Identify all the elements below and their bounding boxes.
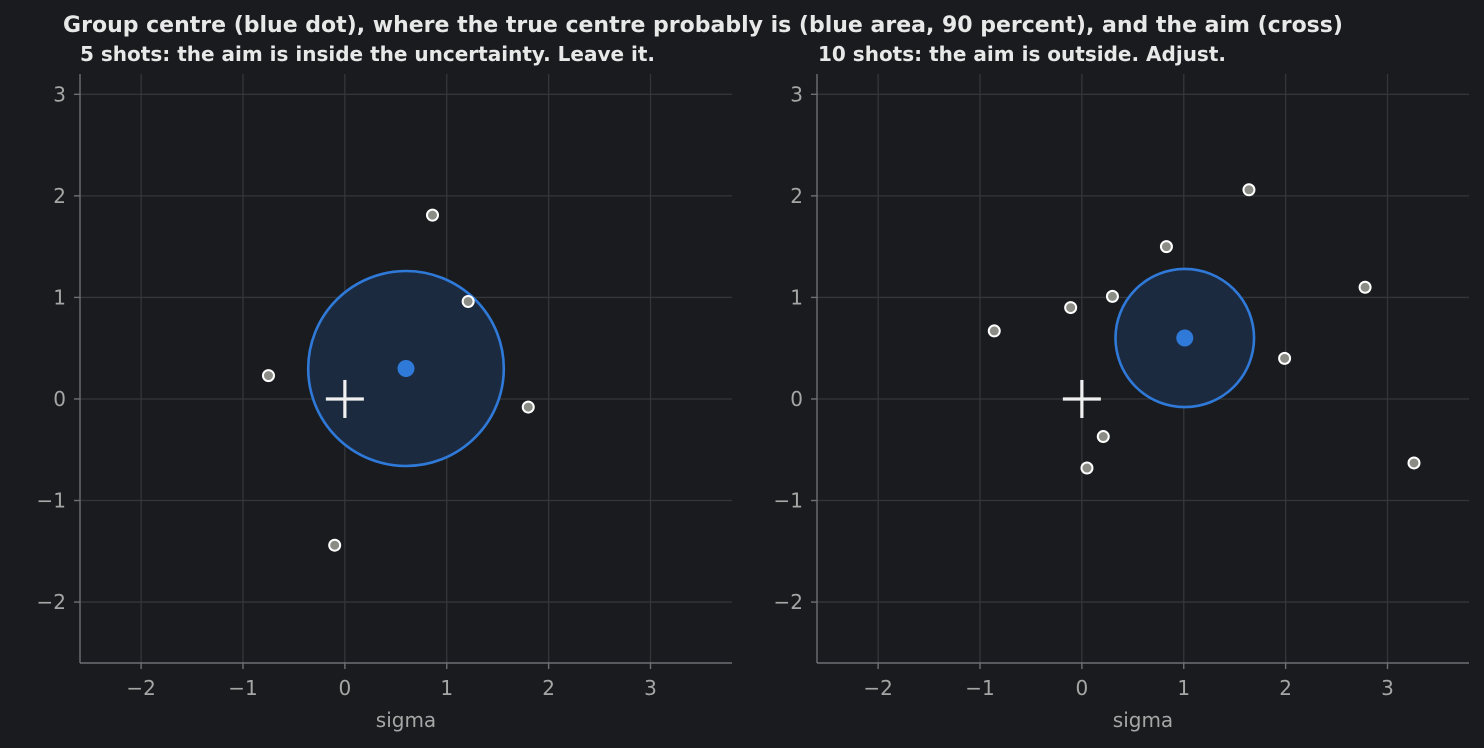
left-panel-y-tick-label: 3 bbox=[53, 82, 66, 106]
left-panel-x-tick-label: 1 bbox=[440, 676, 453, 700]
right-panel-y-tick-label: 3 bbox=[790, 82, 803, 106]
left-panel-shot-point bbox=[328, 538, 342, 552]
left-panel-y-tick-label: 2 bbox=[53, 184, 66, 208]
right-panel-x-tick-label: 0 bbox=[1076, 676, 1089, 700]
right-panel-shot-point bbox=[1159, 240, 1173, 254]
left-panel-group-centre-dot bbox=[397, 360, 415, 377]
left-panel-grid bbox=[80, 74, 732, 663]
right-panel-shot-point bbox=[987, 324, 1001, 338]
left-panel-x-tick-label: 0 bbox=[339, 676, 352, 700]
right-panel-y-tick-label: 0 bbox=[790, 387, 803, 411]
right-panel-y-tick-label: 1 bbox=[790, 285, 803, 309]
right-panel-x-tick-label: 1 bbox=[1177, 676, 1190, 700]
right-panel-y-tick-label: −1 bbox=[774, 489, 803, 513]
left-panel-y-tick-label: 0 bbox=[53, 387, 66, 411]
right-panel-shot-point bbox=[1080, 461, 1094, 475]
right-panel-axes: −2 −1 0 1 2 3 −2 −1 0 1 2 3 bbox=[774, 74, 1469, 700]
right-panel-shot-point bbox=[1278, 351, 1292, 365]
right-panel-shot-point bbox=[1407, 456, 1421, 470]
right-panel-shot-point bbox=[1096, 430, 1110, 444]
left-panel-shot-point bbox=[461, 294, 475, 308]
left-panel-points bbox=[261, 208, 535, 552]
left-panel-shot-point bbox=[521, 400, 535, 414]
right-panel-y-tick-label: 2 bbox=[790, 184, 803, 208]
left-panel-x-tick-label: −1 bbox=[228, 676, 257, 700]
right-panel-grid bbox=[817, 74, 1469, 663]
right-panel-group-centre-dot bbox=[1176, 329, 1194, 347]
left-panel-y-tick-label: −1 bbox=[37, 489, 66, 513]
left-panel-x-tick-label: 3 bbox=[644, 676, 657, 700]
left-panel-x-axis-label: sigma bbox=[376, 708, 436, 732]
right-panel-y-tick-label: −2 bbox=[774, 590, 803, 614]
left-panel-axes: −2 −1 0 1 2 3 −2 −1 0 1 2 3 bbox=[37, 74, 732, 700]
right-panel-shot-point bbox=[1064, 301, 1078, 315]
figure-title: Group centre (blue dot), where the true … bbox=[63, 13, 1343, 38]
left-panel-x-tick-label: 2 bbox=[542, 676, 555, 700]
left-panel-y-tick-label: 1 bbox=[53, 285, 66, 309]
right-panel-shot-point bbox=[1105, 289, 1119, 303]
left-panel-title: 5 shots: the aim is inside the uncertain… bbox=[80, 42, 655, 66]
right-panel-points bbox=[987, 183, 1421, 475]
right-panel-x-axis-label: sigma bbox=[1113, 708, 1173, 732]
right-panel-x-tick-label: −2 bbox=[863, 676, 892, 700]
left-panel: 5 shots: the aim is inside the uncertain… bbox=[37, 42, 732, 732]
left-panel-x-tick-label: −2 bbox=[126, 676, 155, 700]
right-panel-x-tick-label: 3 bbox=[1381, 676, 1394, 700]
left-panel-y-tick-label: −2 bbox=[37, 590, 66, 614]
right-panel-shot-point bbox=[1358, 280, 1372, 294]
right-panel-title: 10 shots: the aim is outside. Adjust. bbox=[818, 42, 1226, 66]
right-panel-x-tick-label: −1 bbox=[965, 676, 994, 700]
right-panel: 10 shots: the aim is outside. Adjust. si… bbox=[774, 42, 1469, 732]
right-panel-x-tick-label: 2 bbox=[1279, 676, 1292, 700]
left-panel-shot-point bbox=[261, 369, 275, 383]
right-panel-shot-point bbox=[1242, 183, 1256, 197]
left-panel-shot-point bbox=[425, 208, 439, 222]
